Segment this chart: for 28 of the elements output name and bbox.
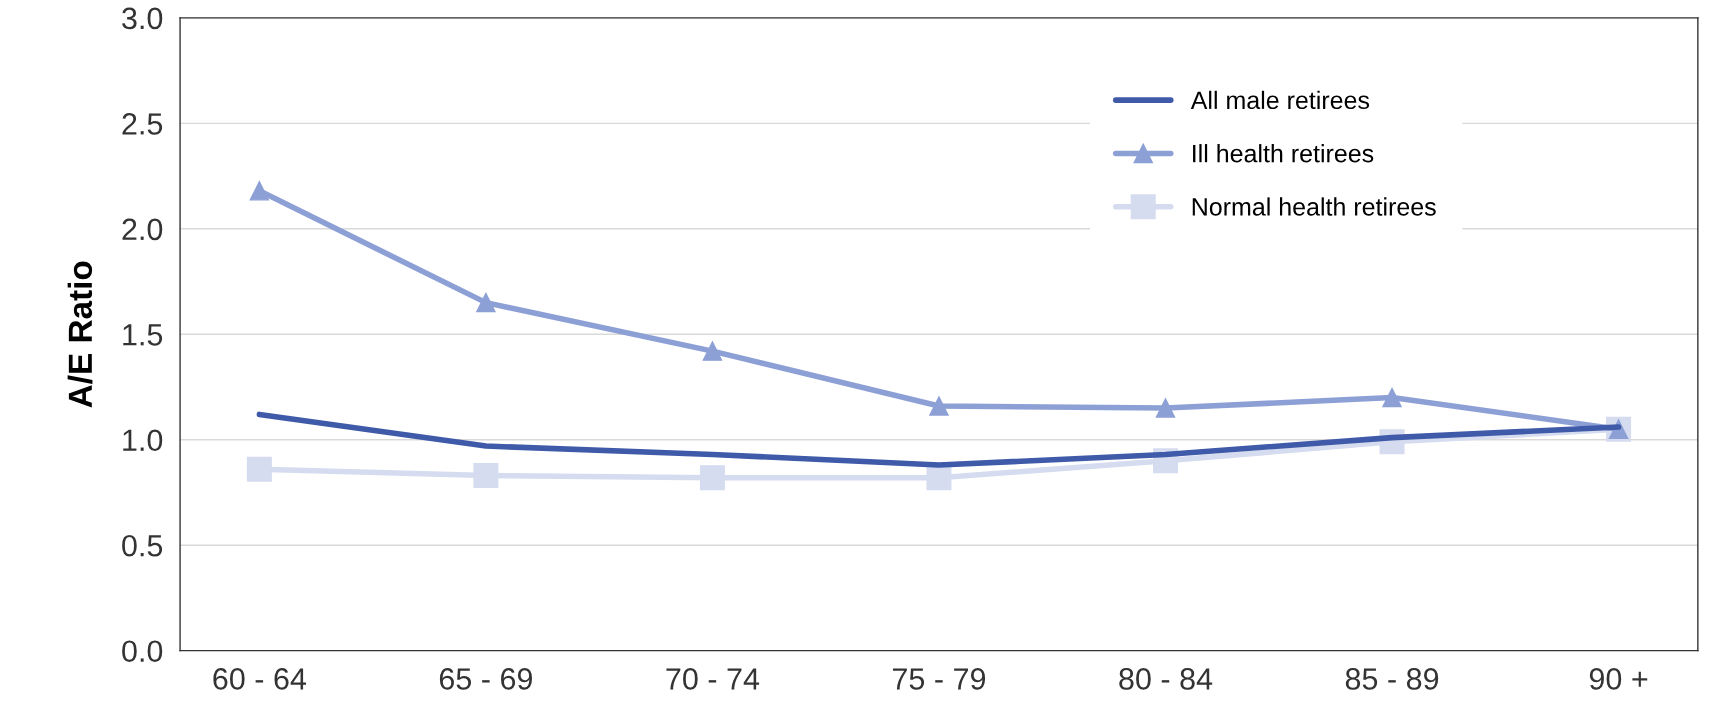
y-tick-label: 2.5 — [122, 113, 163, 135]
point — [702, 341, 723, 361]
x-tick-label: 60 - 64 — [213, 668, 307, 690]
x-tick-label: 70 - 74 — [666, 668, 760, 690]
x-tick-label: 65 - 69 — [439, 668, 533, 690]
point — [929, 396, 949, 416]
y-tick-label: 0.5 — [122, 534, 163, 557]
y-tick-label: 0.0 — [122, 640, 163, 663]
legend-label: All male retirees — [1190, 90, 1370, 110]
point — [473, 463, 499, 489]
point — [246, 456, 272, 482]
y-axis-title: A/E Ratio — [67, 261, 93, 408]
y-tick-label: 1.5 — [123, 324, 163, 346]
x-tick-label: 90 + — [1589, 668, 1648, 690]
x-tick-label: 75 - 79 — [892, 668, 986, 690]
point — [926, 465, 952, 491]
point — [476, 292, 496, 313]
x-tick-label: 85 - 89 — [1345, 668, 1439, 690]
y-tick-label: 3.0 — [122, 7, 163, 30]
point — [699, 465, 725, 491]
legend-label: Ill health retirees — [1193, 144, 1374, 163]
legend-label: Normal health retirees — [1192, 197, 1436, 216]
point — [1382, 387, 1402, 408]
point — [1155, 398, 1176, 418]
point — [249, 181, 270, 201]
y-tick-label: 1.0 — [123, 429, 163, 452]
y-tick-label: 2.0 — [122, 218, 163, 241]
x-tick-label: 80 - 84 — [1119, 668, 1213, 690]
